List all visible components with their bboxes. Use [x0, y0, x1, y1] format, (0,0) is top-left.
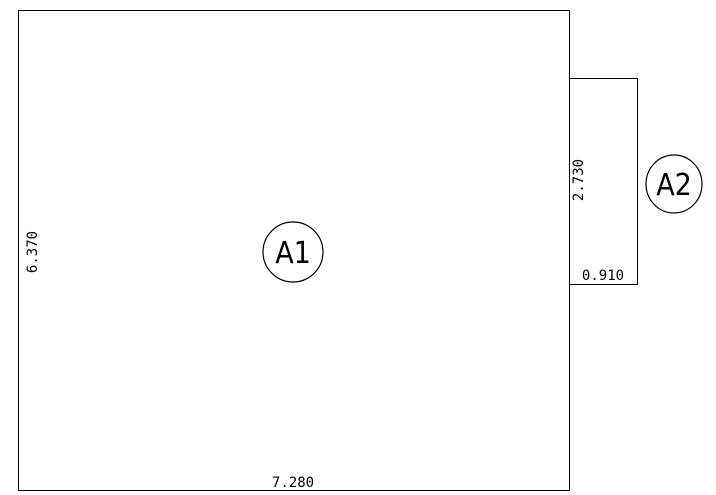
room-a1-height-dimension: 6.370 [25, 231, 41, 273]
room-a1-label: A1 [275, 236, 311, 271]
room-a2-outline [569, 78, 638, 285]
room-a1-width-dimension: 7.280 [272, 475, 314, 491]
room-a2-tag-circle [645, 154, 703, 214]
room-a1-tag-circle [262, 221, 324, 283]
room-a2-height-dimension: 2.730 [571, 159, 587, 201]
room-a1-tag: A1 [262, 221, 324, 283]
room-a2-width-dimension: 0.910 [582, 268, 624, 284]
room-a2-label: A2 [656, 168, 692, 203]
room-a2-tag: A2 [645, 154, 703, 214]
